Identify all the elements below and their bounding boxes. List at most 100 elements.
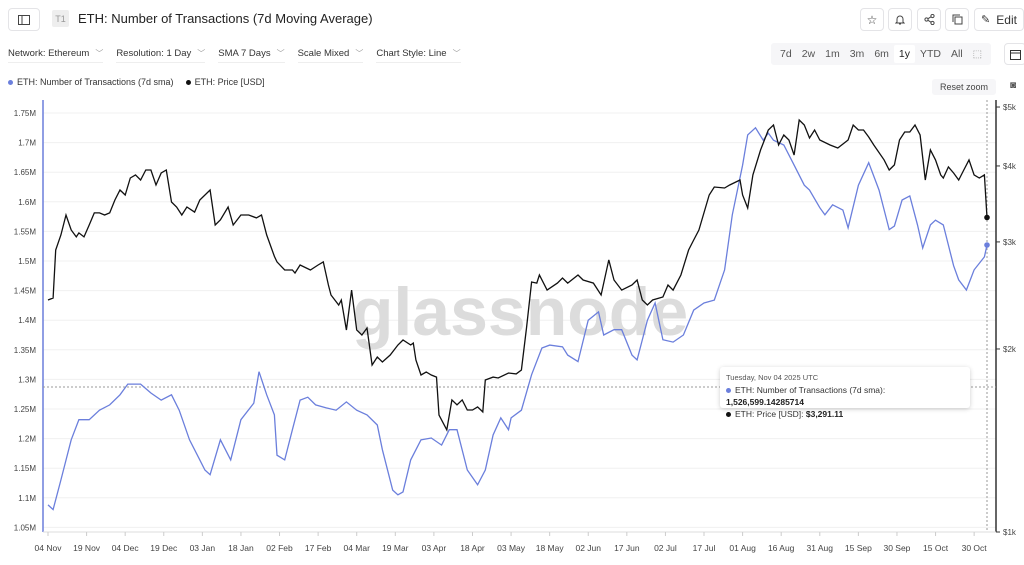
star-icon: ☆ xyxy=(866,12,878,27)
range-6m[interactable]: 6m xyxy=(874,48,889,60)
left-axis-tick-label: 1.7M xyxy=(18,139,36,148)
left-axis-tick-label: 1.45M xyxy=(14,287,37,296)
chevron-down-icon: ﹀ xyxy=(355,49,364,58)
left-axis-tick-label: 1.25M xyxy=(14,405,37,414)
x-axis-tick-label: 04 Dec xyxy=(112,543,140,553)
left-axis-tick-label: 1.6M xyxy=(18,198,36,207)
series-line-price xyxy=(47,118,988,432)
left-axis-tick-label: 1.65M xyxy=(14,168,37,177)
x-axis-tick-label: 03 May xyxy=(497,543,526,553)
left-axis-tick-label: 1.15M xyxy=(14,464,37,473)
tooltip-row-price: ETH: Price [USD]: $3,291.11 xyxy=(726,408,964,420)
x-axis-tick-label: 03 Jan xyxy=(190,543,216,553)
copy-icon xyxy=(952,14,962,25)
x-axis-tick-label: 15 Sep xyxy=(845,543,872,553)
x-axis-tick-label: 19 Mar xyxy=(382,543,409,553)
filter-label: Scale Mixed xyxy=(297,48,350,59)
filter-label: Chart Style: Line xyxy=(376,48,447,59)
tooltip-label: ETH: Number of Transactions (7d sma): xyxy=(735,385,886,395)
left-axis-tick-label: 1.55M xyxy=(14,227,37,236)
right-axis-tick-label: $5k xyxy=(1003,103,1017,112)
range-ytd[interactable]: YTD xyxy=(920,48,941,60)
chevron-down-icon: ﹀ xyxy=(95,49,104,58)
range-3m[interactable]: 3m xyxy=(849,48,865,60)
range-all[interactable]: All xyxy=(951,48,963,60)
edit-label: Edit xyxy=(996,12,1017,27)
left-axis-tick-label: 1.1M xyxy=(18,494,36,503)
share-icon xyxy=(923,14,935,25)
pencil-icon: ✎ xyxy=(981,14,991,26)
filter-label: Resolution: 1 Day xyxy=(116,48,192,59)
chart-legend: ETH: Number of Transactions (7d sma) ETH… xyxy=(8,77,265,87)
left-axis-tick-label: 1.75M xyxy=(14,109,37,118)
right-axis-tick-label: $1k xyxy=(1003,528,1017,537)
bell-icon xyxy=(895,15,905,25)
range-2w[interactable]: 2w xyxy=(801,48,816,60)
tooltip-value: $3,291.11 xyxy=(805,409,844,419)
tooltip-label: ETH: Price [USD]: xyxy=(735,409,804,419)
x-axis-tick-label: 16 Aug xyxy=(768,543,795,553)
reset-zoom-button[interactable]: Reset zoom xyxy=(932,79,997,95)
x-axis-tick-label: 01 Aug xyxy=(729,543,756,553)
chevron-down-icon: ﹀ xyxy=(197,49,206,58)
range-1y[interactable]: 1y xyxy=(893,45,915,63)
sma-dropdown[interactable]: SMA 7 Days ﹀ xyxy=(218,48,285,63)
x-axis-tick-label: 30 Sep xyxy=(883,543,910,553)
sidebar-icon xyxy=(18,14,30,25)
left-axis-tick-label: 1.35M xyxy=(14,346,37,355)
resolution-dropdown[interactable]: Resolution: 1 Day ﹀ xyxy=(116,48,206,63)
tooltip: Tuesday, Nov 04 2025 UTC ETH: Number of … xyxy=(720,367,970,419)
chevron-down-icon: ﹀ xyxy=(276,49,285,58)
x-axis-tick-label: 17 Jul xyxy=(693,543,716,553)
legend-dot xyxy=(185,80,191,86)
legend-item-price[interactable]: ETH: Price [USD] xyxy=(185,77,265,87)
series-line-transactions xyxy=(47,126,988,511)
legend-item-transactions[interactable]: ETH: Number of Transactions (7d sma) xyxy=(8,77,174,87)
legend-label: ETH: Number of Transactions (7d sma) xyxy=(17,77,174,87)
sidebar-toggle-button[interactable] xyxy=(8,8,40,31)
x-axis-tick-label: 18 May xyxy=(536,543,565,553)
duplicate-button[interactable] xyxy=(945,8,969,31)
tab-badge: T1 xyxy=(52,10,69,27)
filter-bar: Network: Ethereum ﹀ Resolution: 1 Day ﹀ SM… xyxy=(8,48,461,63)
tooltip-date: Tuesday, Nov 04 2025 UTC xyxy=(726,373,819,382)
filter-label: Network: Ethereum xyxy=(8,48,90,59)
legend-label: ETH: Price [USD] xyxy=(194,77,265,87)
share-button[interactable] xyxy=(917,8,941,31)
x-axis-tick-label: 17 Feb xyxy=(305,543,332,553)
right-axis-tick-label: $3k xyxy=(1003,238,1017,247)
x-axis-tick-label: 03 Apr xyxy=(422,543,447,553)
left-axis-tick-label: 1.05M xyxy=(14,523,37,532)
range-1m[interactable]: 1m xyxy=(825,48,840,60)
tooltip-value: 1,526,599.14285714 xyxy=(726,397,804,407)
alert-button[interactable] xyxy=(888,8,912,31)
chart-style-dropdown[interactable]: Chart Style: Line ﹀ xyxy=(376,48,461,63)
watermark: glassnode xyxy=(352,274,688,350)
hover-point-transactions xyxy=(984,242,990,248)
zoom-select-icon[interactable]: ⬚ xyxy=(972,48,983,60)
x-axis-tick-label: 04 Mar xyxy=(343,543,370,553)
x-axis-tick-label: 17 Jun xyxy=(614,543,640,553)
network-dropdown[interactable]: Network: Ethereum ﹀ xyxy=(8,48,104,63)
calendar-icon xyxy=(1009,49,1021,60)
scale-dropdown[interactable]: Scale Mixed ﹀ xyxy=(297,48,364,63)
favorite-button[interactable]: ☆ xyxy=(860,8,884,31)
filter-label: SMA 7 Days xyxy=(218,48,271,59)
right-axis-tick-label: $2k xyxy=(1003,345,1017,354)
edit-button[interactable]: ✎ Edit xyxy=(974,8,1024,31)
calendar-button[interactable] xyxy=(1004,43,1024,65)
left-axis-tick-label: 1.3M xyxy=(18,375,36,384)
right-axis-tick-label: $4k xyxy=(1003,162,1017,171)
x-axis-tick-label: 31 Aug xyxy=(807,543,834,553)
x-axis-tick-label: 02 Jul xyxy=(654,543,677,553)
x-axis-tick-label: 02 Feb xyxy=(266,543,293,553)
tooltip-row-transactions: ETH: Number of Transactions (7d sma): 1,… xyxy=(726,384,964,408)
range-7d[interactable]: 7d xyxy=(780,48,792,60)
x-axis-tick-label: 30 Oct xyxy=(962,543,988,553)
left-axis-tick-label: 1.2M xyxy=(18,435,36,444)
camera-icon[interactable]: ◙ xyxy=(1010,80,1017,91)
chevron-down-icon: ﹀ xyxy=(452,49,461,58)
x-axis-tick-label: 18 Apr xyxy=(460,543,485,553)
left-axis-tick-label: 1.5M xyxy=(18,257,36,266)
